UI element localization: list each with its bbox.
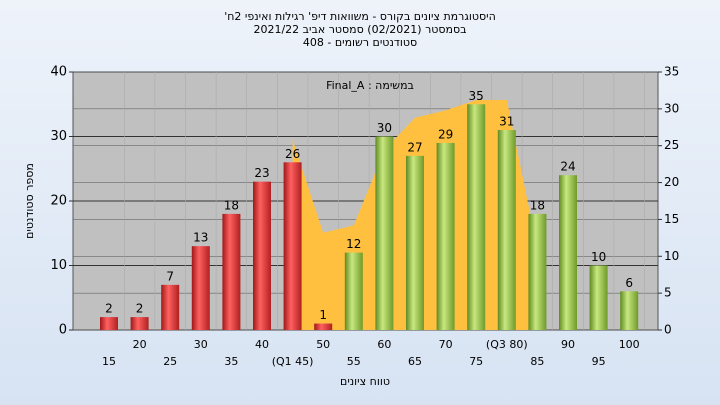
x-tick-label: 30 <box>194 338 208 351</box>
value-label: 6 <box>625 276 633 290</box>
bar <box>559 175 577 330</box>
chart-subtitle: בסמסטר (02/2021) סמסטר אביב 2021/22 <box>253 23 466 36</box>
value-label: 7 <box>166 269 174 283</box>
x-tick-label: 70 <box>439 338 453 351</box>
value-label: 2 <box>136 302 144 316</box>
x-tick-label: (Q3 80) <box>486 338 528 351</box>
value-label: 26 <box>285 147 300 161</box>
x-tick-label: 50 <box>316 338 330 351</box>
y-tick-label: 0 <box>59 323 67 338</box>
bar <box>497 130 516 330</box>
bar <box>406 155 424 330</box>
value-label: 18 <box>530 198 545 212</box>
value-label: 12 <box>346 237 361 251</box>
value-label: 27 <box>407 140 422 154</box>
bar <box>314 323 333 330</box>
x-tick-label: 20 <box>133 338 147 351</box>
value-label: 18 <box>224 198 239 212</box>
chart-subtitle: סטודנטים רשומים - 408 <box>303 36 417 49</box>
y2-tick-label: 5 <box>664 286 672 300</box>
y2-tick-label: 10 <box>664 249 679 263</box>
bar <box>467 104 486 330</box>
x-tick-label: 55 <box>347 355 361 368</box>
bar <box>222 213 241 330</box>
value-label: 35 <box>469 89 484 103</box>
value-label: 31 <box>499 115 514 129</box>
x-tick-label: 60 <box>377 338 391 351</box>
bar <box>436 142 455 330</box>
y-tick-label: 30 <box>50 129 67 144</box>
y2-tick-label: 20 <box>664 175 679 189</box>
bar <box>620 291 639 330</box>
bar <box>161 284 180 330</box>
bar <box>100 317 118 330</box>
x-tick-label: 95 <box>592 355 606 368</box>
x-tick-label: 25 <box>163 355 177 368</box>
bar <box>528 213 547 330</box>
value-label: 2 <box>105 302 113 316</box>
annotation: Final_A : במשימה <box>326 79 414 92</box>
value-label: 10 <box>591 250 606 264</box>
x-tick-label: 65 <box>408 355 422 368</box>
x-tick-label: 100 <box>619 338 640 351</box>
bar <box>253 181 271 330</box>
y2-tick-label: 25 <box>664 138 679 152</box>
x-tick-label: (Q1 45) <box>272 355 314 368</box>
y2-tick-label: 30 <box>664 101 679 115</box>
bar <box>375 136 394 330</box>
y-axis-label: מספר סטודנטים <box>23 163 36 239</box>
bar <box>344 252 363 330</box>
y-tick-label: 40 <box>50 65 67 80</box>
y-tick-label: 20 <box>50 194 67 209</box>
y2-tick-label: 15 <box>664 212 679 226</box>
chart-title: 'היסטוגרמת ציונים בקורס - משוואות דיפ' ר… <box>224 10 496 23</box>
x-tick-label: 85 <box>530 355 544 368</box>
y-tick-label: 10 <box>50 258 67 273</box>
x-tick-label: 35 <box>224 355 238 368</box>
x-tick-label: 90 <box>561 338 575 351</box>
value-label: 24 <box>560 160 575 174</box>
bar <box>589 265 608 330</box>
x-tick-label: 15 <box>102 355 116 368</box>
y2-tick-label: 35 <box>664 65 679 79</box>
value-label: 30 <box>377 121 392 135</box>
value-label: 29 <box>438 127 453 141</box>
value-label: 1 <box>319 308 327 322</box>
value-label: 13 <box>193 231 208 245</box>
bar <box>130 317 149 330</box>
bar <box>191 246 210 330</box>
bar <box>283 162 302 330</box>
x-tick-label: 40 <box>255 338 269 351</box>
value-label: 23 <box>254 166 269 180</box>
x-tick-label: 75 <box>469 355 483 368</box>
x-axis-label: טווח ציונים <box>340 375 390 388</box>
y2-tick-label: 0 <box>664 323 672 337</box>
